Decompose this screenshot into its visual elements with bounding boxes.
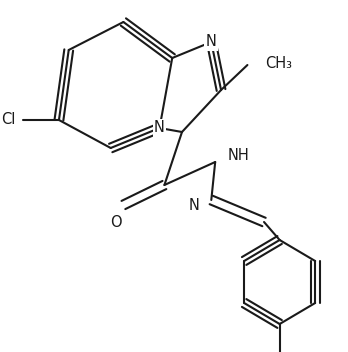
Text: N: N	[189, 197, 199, 213]
Text: N: N	[206, 34, 217, 50]
Text: NH: NH	[228, 147, 250, 163]
Text: N: N	[154, 120, 165, 136]
Text: O: O	[110, 215, 121, 230]
Text: CH₃: CH₃	[265, 56, 292, 70]
Text: Cl: Cl	[2, 113, 16, 127]
